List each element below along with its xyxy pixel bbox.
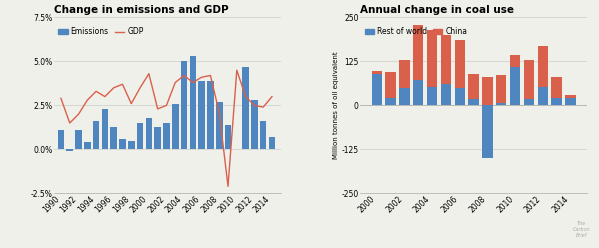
Bar [468, 74, 479, 99]
GDP [75, 113, 82, 116]
Bar [181, 62, 187, 149]
Bar [137, 123, 143, 149]
Bar [400, 89, 410, 105]
Legend: Rest of world, China: Rest of world, China [362, 24, 470, 39]
GDP [110, 86, 117, 89]
Bar [385, 98, 396, 105]
Bar [269, 137, 276, 149]
Bar [565, 98, 576, 105]
GDP [189, 81, 196, 84]
GDP [66, 122, 73, 124]
Bar [371, 74, 382, 105]
Bar [93, 121, 99, 149]
GDP [251, 104, 258, 107]
GDP [163, 104, 170, 107]
Bar [482, 105, 492, 157]
Bar [260, 121, 267, 149]
Bar [110, 126, 117, 149]
Bar [552, 77, 562, 98]
Bar [75, 130, 82, 149]
GDP [233, 69, 240, 72]
Bar [371, 71, 382, 74]
GDP [84, 99, 91, 102]
GDP [119, 83, 126, 86]
Bar [172, 104, 179, 149]
Bar [441, 84, 451, 105]
Text: Change in emissions and GDP: Change in emissions and GDP [54, 5, 229, 15]
Bar [251, 100, 258, 149]
Bar [496, 103, 506, 105]
GDP [137, 86, 144, 89]
Bar [413, 80, 423, 105]
GDP [225, 185, 232, 188]
Bar [128, 141, 135, 149]
Bar [565, 95, 576, 98]
GDP [58, 97, 65, 100]
Bar [400, 60, 410, 89]
Legend: Emissions, GDP: Emissions, GDP [56, 24, 147, 39]
Bar [537, 46, 548, 87]
Bar [427, 30, 437, 87]
GDP [180, 74, 187, 77]
Bar [552, 98, 562, 105]
GDP [268, 95, 276, 98]
Bar [163, 123, 170, 149]
Text: Annual change in coal use: Annual change in coal use [360, 5, 514, 15]
Bar [441, 35, 451, 84]
Bar [207, 81, 214, 149]
Bar [496, 75, 506, 103]
Bar [524, 60, 534, 99]
Bar [468, 99, 479, 105]
GDP [242, 95, 249, 98]
Bar [243, 67, 249, 149]
Bar [102, 109, 108, 149]
Bar [524, 99, 534, 105]
Bar [225, 125, 231, 149]
Y-axis label: Million tonnes of oil equivalent: Million tonnes of oil equivalent [333, 52, 339, 159]
GDP [92, 90, 99, 93]
Bar [216, 102, 222, 149]
Bar [66, 149, 73, 151]
Bar [385, 72, 396, 98]
GDP [146, 72, 153, 75]
Bar [198, 81, 205, 149]
GDP [101, 95, 108, 98]
Bar [146, 118, 152, 149]
Bar [413, 26, 423, 80]
Bar [427, 87, 437, 105]
Bar [84, 142, 90, 149]
Bar [155, 126, 161, 149]
Bar [58, 130, 64, 149]
Bar [482, 77, 492, 105]
Bar [119, 139, 126, 149]
Bar [537, 87, 548, 105]
Bar [510, 55, 521, 67]
Bar [510, 67, 521, 105]
Bar [189, 56, 196, 149]
GDP [259, 106, 267, 109]
GDP [216, 111, 223, 114]
GDP [207, 74, 214, 77]
GDP [198, 76, 205, 79]
Bar [455, 88, 465, 105]
GDP [172, 81, 179, 84]
Text: The
Carbon
Brief: The Carbon Brief [573, 221, 590, 238]
Bar [455, 40, 465, 88]
GDP [128, 102, 135, 105]
GDP [154, 107, 161, 110]
Line: GDP: GDP [61, 70, 272, 186]
